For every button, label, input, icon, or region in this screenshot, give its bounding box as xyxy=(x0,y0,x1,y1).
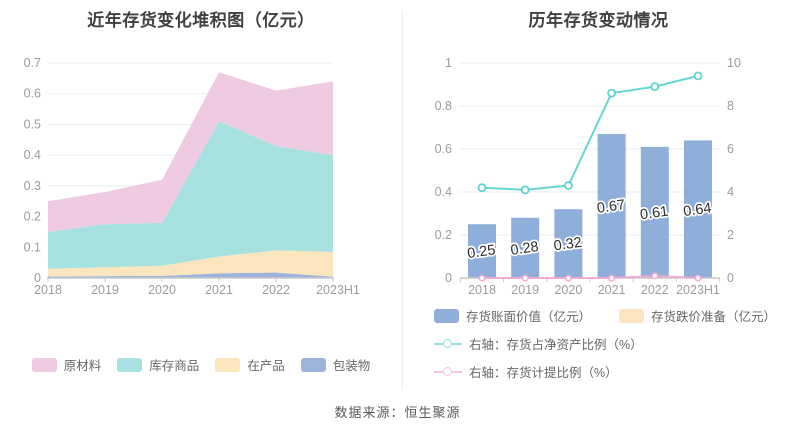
x-axis-label: 2018 xyxy=(468,283,496,297)
legend-line-icon-inventory-to-net-assets-ratio xyxy=(434,338,462,349)
area-band-work-in-progress xyxy=(48,250,333,277)
x-axis-label: 2022 xyxy=(641,283,669,297)
legend-item-stock-goods: 库存商品 xyxy=(117,355,199,374)
legend-swatch-inventory-write-down-reserve xyxy=(619,308,645,323)
marker-inventory-provision-ratio xyxy=(478,274,486,282)
right-y-axis-label: 2 xyxy=(727,228,734,242)
legend-label: 库存商品 xyxy=(149,359,200,373)
marker-inventory-to-net-assets-ratio xyxy=(693,71,703,81)
area-band-stock-goods xyxy=(48,121,333,269)
x-axis-label: 2021 xyxy=(598,283,626,297)
left-y-axis-label: 0.6 xyxy=(435,142,452,156)
y-axis-label: 0.1 xyxy=(24,240,41,254)
y-axis-label: 0.2 xyxy=(24,210,41,224)
area-band-packaging xyxy=(48,272,333,278)
x-axis-label: 2018 xyxy=(34,283,62,297)
panel-divider xyxy=(402,10,403,390)
legend-label: 在产品 xyxy=(247,359,285,373)
x-axis-label: 2021 xyxy=(205,283,233,297)
left-y-axis-label: 0.8 xyxy=(435,99,452,113)
left-y-axis-label: 0.2 xyxy=(435,228,452,242)
y-axis-label: 0.7 xyxy=(24,56,41,70)
legend-swatch-stock-goods xyxy=(117,357,143,372)
area-band-raw-materials xyxy=(48,72,333,232)
left-chart-legend: 原材料 库存商品 在产品 包装物 xyxy=(0,355,402,374)
legend-swatch-raw-materials xyxy=(31,357,57,372)
marker-inventory-to-net-assets-ratio xyxy=(650,82,660,92)
bar-inventory-value xyxy=(597,133,626,278)
bar-inventory-value xyxy=(640,146,669,278)
marker-inventory-to-net-assets-ratio xyxy=(564,181,573,190)
y-axis-label: 0.6 xyxy=(24,87,41,101)
legend-item-inventory-write-down-reserve: 存货跌价准备（亿元） xyxy=(619,306,776,325)
bar-value-label: 0.25 xyxy=(466,242,496,262)
marker-inventory-provision-ratio xyxy=(608,274,616,282)
legend-swatch-packaging xyxy=(300,357,326,372)
left-chart-title: 近年存货变化堆积图（亿元） xyxy=(87,11,315,30)
right-chart-title: 历年存货变动情况 xyxy=(528,11,669,30)
data-source-text: 数据来源：恒生聚源 xyxy=(334,405,461,420)
legend-swatch-work-in-progress xyxy=(215,357,241,372)
bar-value-label: 0.28 xyxy=(510,239,540,259)
line-inventory-to-net-assets-ratio xyxy=(481,74,699,191)
legend-item-raw-materials: 原材料 xyxy=(31,355,102,374)
bar-value-label: 0.61 xyxy=(639,204,669,224)
legend-item-inventory-to-net-assets-ratio: 右轴：存货占净资产比例（%） xyxy=(434,334,643,353)
x-axis-label: 2023H1 xyxy=(316,283,360,297)
legend-label: 原材料 xyxy=(63,359,102,373)
marker-inventory-to-net-assets-ratio xyxy=(607,88,616,98)
legend-item-work-in-progress: 在产品 xyxy=(215,355,285,374)
legend-line-icon-inventory-provision-ratio xyxy=(434,366,462,377)
bar-value-label: 0.64 xyxy=(682,200,712,220)
legend-row-line-2: 右轴：存货计提比例（%） xyxy=(434,362,776,381)
y-axis-label: 0.4 xyxy=(24,148,41,162)
bar-inventory-value xyxy=(554,209,583,278)
x-axis-label: 2019 xyxy=(511,283,539,297)
x-axis-label: 2019 xyxy=(91,283,119,297)
marker-inventory-provision-ratio xyxy=(564,274,572,282)
right-y-axis-label: 4 xyxy=(727,185,734,199)
bar-inventory-value xyxy=(511,217,540,278)
x-axis-label: 2020 xyxy=(554,283,582,297)
right-y-axis-label: 8 xyxy=(727,99,734,113)
left-y-axis-label: 1 xyxy=(445,56,452,70)
marker-inventory-provision-ratio xyxy=(651,272,659,280)
legend-item-packaging: 包装物 xyxy=(300,355,371,374)
left-y-axis-label: 0.4 xyxy=(435,185,452,199)
right-y-axis-label: 6 xyxy=(727,142,734,156)
stacked-area-chart: 0 0.1 0.2 0.3 0.4 0.5 0.6 0.7 2018 2019 2020 2021 20… xyxy=(24,56,360,297)
marker-inventory-to-net-assets-ratio xyxy=(477,183,487,193)
bar-value-label: 0.32 xyxy=(553,235,583,255)
legend-row-bars: 存货账面价值（亿元） 存货跌价准备（亿元） xyxy=(434,306,776,325)
marker-inventory-provision-ratio xyxy=(694,274,702,282)
bar-line-chart: 0 0 0.2 2 0.4 4 0.6 6 0.8 8 1 10 2018 2019 2020 2021 202… xyxy=(435,56,741,297)
x-axis-label: 2020 xyxy=(148,283,176,297)
bar-value-label: 0.67 xyxy=(596,197,626,217)
legend-item-inventory-provision-ratio: 右轴：存货计提比例（%） xyxy=(434,362,618,381)
legend-label: 右轴：存货占净资产比例（%） xyxy=(469,338,643,352)
right-chart-legend: 存货账面价值（亿元） 存货跌价准备（亿元） 右轴：存货占净资产比例（%） 右轴：存货计… xyxy=(434,306,776,390)
legend-row-line-1: 右轴：存货占净资产比例（%） xyxy=(434,334,776,353)
bar-inventory-value xyxy=(468,224,496,278)
y-axis-label: 0.5 xyxy=(24,117,41,131)
marker-inventory-to-net-assets-ratio xyxy=(520,185,530,195)
legend-label: 右轴：存货计提比例（%） xyxy=(469,366,618,380)
y-axis-label: 0 xyxy=(34,271,41,285)
x-axis-label: 2022 xyxy=(262,283,290,297)
y-axis-label: 0.3 xyxy=(24,179,41,193)
legend-item-inventory-book-value: 存货账面价值（亿元） xyxy=(434,306,591,325)
marker-inventory-provision-ratio xyxy=(521,274,529,282)
legend-label: 存货跌价准备（亿元） xyxy=(651,310,777,324)
bar-inventory-value xyxy=(684,140,712,278)
right-y-axis-label: 0 xyxy=(727,271,734,285)
left-y-axis-label: 0 xyxy=(445,271,452,285)
legend-swatch-inventory-book-value xyxy=(434,308,459,323)
right-y-axis-label: 10 xyxy=(727,56,741,70)
line-inventory-provision-ratio xyxy=(482,274,699,279)
x-axis-label: 2023H1 xyxy=(676,283,720,297)
legend-label: 存货账面价值（亿元） xyxy=(466,310,592,324)
legend-label: 包装物 xyxy=(332,359,371,373)
